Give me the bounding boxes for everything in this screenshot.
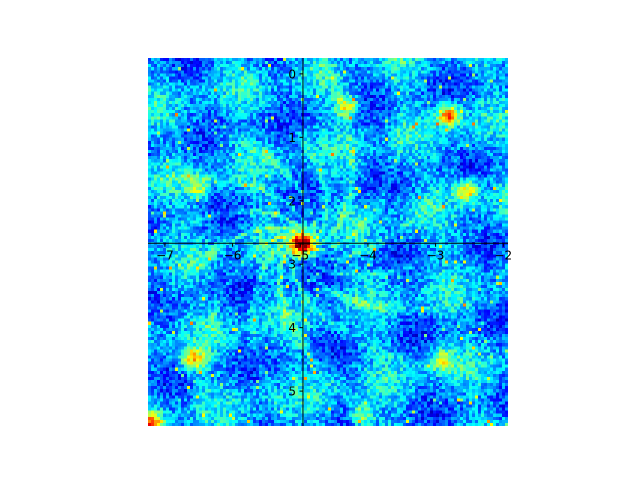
heatmap-image — [148, 58, 508, 426]
x-tick-label: −2 — [494, 248, 512, 262]
y-tick-label: 1 — [288, 131, 296, 145]
x-tick-label: −3 — [427, 248, 445, 262]
y-tick-label: 3 — [288, 258, 296, 272]
x-tick-label: −5 — [291, 248, 309, 262]
x-tick-label: −4 — [359, 248, 377, 262]
y-tick-label: 4 — [288, 321, 296, 335]
y-tick-label: 5 — [288, 385, 296, 399]
y-tick-label: 2 — [288, 194, 296, 208]
heatmap-cells — [148, 58, 508, 426]
axes: −7 −6 −5 −4 −3 −2 0 1 2 3 4 5 — [148, 58, 512, 426]
x-tick-label: −6 — [224, 248, 242, 262]
x-tick-label: −7 — [156, 248, 174, 262]
y-tick-label: 0 — [288, 67, 296, 81]
